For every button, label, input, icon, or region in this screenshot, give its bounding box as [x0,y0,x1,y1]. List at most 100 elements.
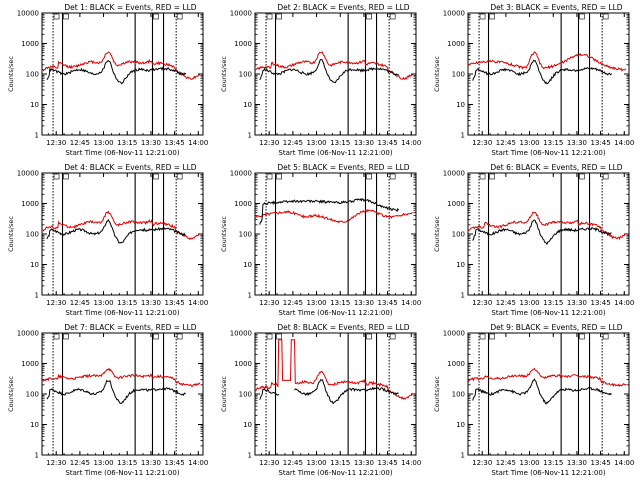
marker-tag [602,333,609,340]
y-tick-label: 10000 [443,330,465,338]
x-tick-label: 13:30 [567,459,587,467]
x-tick-label: 14:00 [188,299,208,307]
events-series-line [472,59,613,85]
y-tick-label: 10 [243,101,252,109]
x-tick-label: 13:00 [519,459,539,467]
y-tick-label: 10 [30,101,39,109]
lld-series-line [467,367,627,388]
x-tick-label: 12:30 [259,299,279,307]
y-tick-label: 1000 [21,40,39,48]
x-tick-label: 13:15 [330,139,350,147]
y-tick-label: 100 [452,231,465,239]
x-tick-label: 13:30 [567,139,587,147]
marker-tag [53,173,60,180]
detector-panel-1: Det 1: BLACK = Events, RED = LLD 1 10 100 10… [7,3,208,157]
x-axis-label: Start Time (06-Nov-11 12:21:00) [491,309,605,317]
y-tick-label: 10 [30,421,39,429]
x-tick-label: 12:45 [70,139,90,147]
x-tick-label: 13:45 [377,299,397,307]
marker-tag [153,173,159,180]
y-axis-label: Counts/sec [7,376,15,412]
marker-tag [63,333,69,340]
y-tick-label: 10 [30,261,39,269]
detector-panel-7: Det 7: BLACK = Events, RED = LLD 1 10 100 10… [7,323,208,477]
y-tick-label: 100 [239,231,252,239]
y-tick-label: 10000 [17,10,39,18]
detector-panel-8: Det 8: BLACK = Events, RED = LLD 1 10 100 10… [220,323,421,477]
x-tick-label: 12:30 [472,459,492,467]
x-tick-label: 14:00 [401,139,421,147]
y-tick-label: 100 [239,391,252,399]
events-series-line [259,379,399,405]
events-series-line [472,219,612,246]
axes-frame [41,332,204,456]
y-tick-label: 1000 [447,360,465,368]
x-tick-label: 13:30 [354,459,374,467]
x-tick-label: 12:30 [46,299,66,307]
x-tick-label: 13:00 [306,459,326,467]
events-series-line [46,218,186,244]
marker-tag [366,173,372,180]
marker-tag [602,173,609,180]
x-tick-label: 13:30 [141,139,161,147]
x-axis-label: Start Time (06-Nov-11 12:21:00) [65,469,179,477]
detector-panel-4: Det 4: BLACK = Events, RED = LLD 1 10 100 10… [7,163,208,317]
x-tick-label: 13:45 [164,459,184,467]
x-tick-label: 14:00 [401,299,421,307]
marker-tag [153,333,159,340]
x-tick-label: 12:30 [259,459,279,467]
detector-panel-3: Det 3: BLACK = Events, RED = LLD 1 10 100 10… [433,3,634,157]
events-series-line [259,59,399,84]
marker-tag [479,333,486,340]
y-tick-label: 1000 [21,200,39,208]
x-tick-label: 13:00 [306,299,326,307]
detector-panel-6: Det 6: BLACK = Events, RED = LLD 1 10 100 10… [433,163,634,317]
y-tick-label: 1 [248,452,252,460]
marker-tag [266,333,273,340]
y-tick-label: 1 [461,452,465,460]
marker-tag [266,173,273,180]
y-tick-label: 100 [452,71,465,79]
x-tick-label: 12:45 [70,459,90,467]
x-tick-label: 13:15 [330,299,350,307]
x-tick-label: 12:45 [283,299,303,307]
events-series-line [472,378,612,405]
panel-title: Det 9: BLACK = Events, RED = LLD [490,323,622,332]
y-tick-label: 10000 [230,330,252,338]
marker-tag [176,333,183,340]
detector-panel-2: Det 2: BLACK = Events, RED = LLD 1 10 100 10… [220,3,421,157]
panel-title: Det 1: BLACK = Events, RED = LLD [64,3,196,12]
marker-tag [579,173,585,180]
marker-tag [389,13,396,20]
marker-tag [366,333,372,340]
y-axis-label: Counts/sec [220,56,228,92]
x-tick-label: 13:00 [93,459,113,467]
marker-tag [479,13,486,20]
y-tick-label: 100 [26,391,39,399]
y-axis-label: Counts/sec [220,376,228,412]
detector-panel-9: Det 9: BLACK = Events, RED = LLD 1 10 100 10… [433,323,634,477]
marker-tag [266,13,273,20]
y-tick-label: 1 [461,292,465,300]
marker-tag [53,333,60,340]
marker-tag [276,333,282,340]
marker-tag [366,13,372,20]
x-tick-label: 13:15 [330,459,350,467]
x-tick-label: 13:15 [543,459,563,467]
detector-panel-5: Det 5: BLACK = Events, RED = LLD 1 10 100 10… [220,163,421,317]
marker-tag [176,173,183,180]
marker-tag [63,13,69,20]
events-series-line [46,379,186,405]
panel-title: Det 4: BLACK = Events, RED = LLD [64,163,196,172]
y-tick-label: 1 [461,132,465,140]
lld-series-line [467,51,627,72]
y-tick-label: 10000 [17,170,39,178]
marker-tag [276,13,282,20]
y-tick-label: 1000 [447,200,465,208]
y-tick-label: 10 [456,261,465,269]
marker-tag [389,173,396,180]
marker-tag [153,13,159,20]
x-tick-label: 14:00 [401,459,421,467]
y-tick-label: 1 [35,132,39,140]
